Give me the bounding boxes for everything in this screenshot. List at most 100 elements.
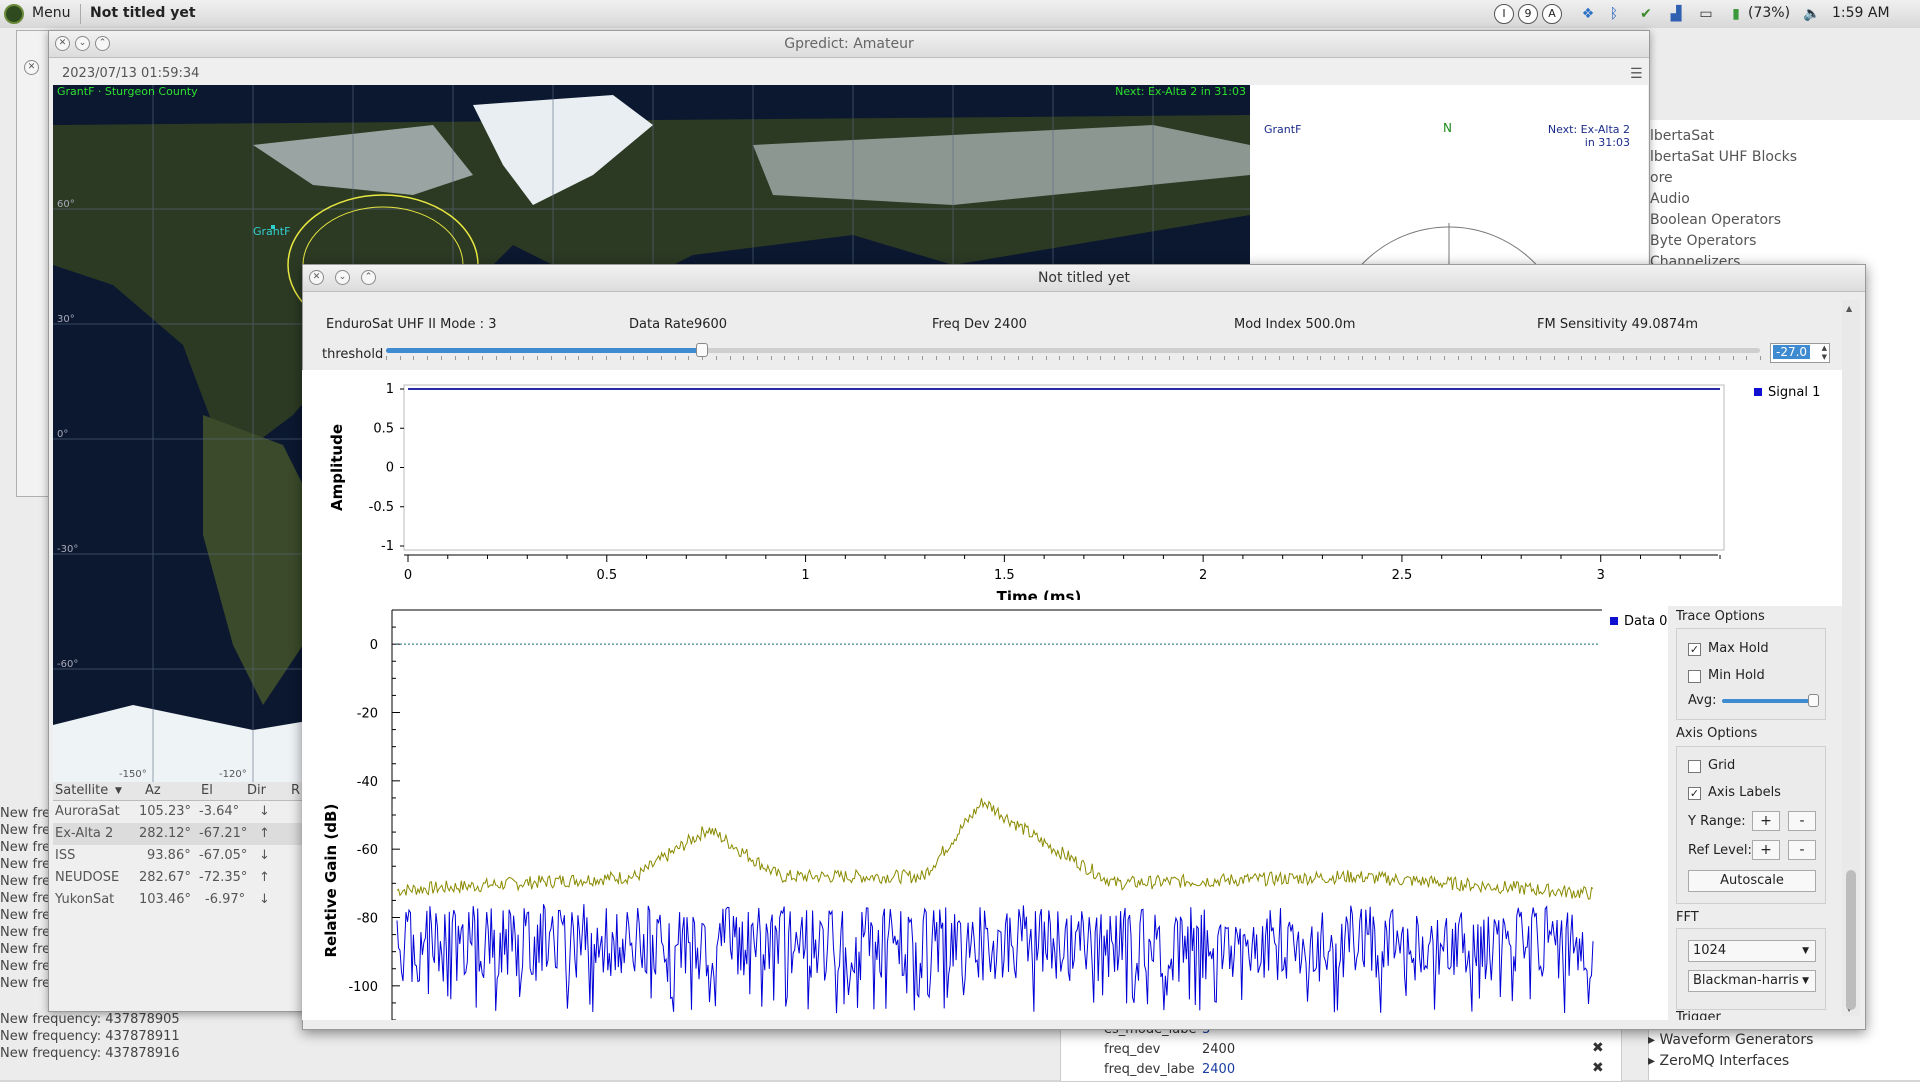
frequency-plot[interactable]: 0 -20 -40 -60 -80 -100 Relative Gain (dB) Data … [302, 600, 1668, 1020]
bluetooth-icon[interactable]: ᛒ [1609, 6, 1619, 22]
satellite-row[interactable]: NEUDOSE 282.67° -72.35° ↑ [55, 870, 270, 885]
variable-value[interactable]: 2400 [1202, 1062, 1236, 1077]
maximize-icon[interactable]: ⌃ [95, 36, 110, 51]
threshold-value[interactable]: -27.0 [1773, 345, 1811, 359]
avg-slider[interactable] [1722, 699, 1816, 703]
max-hold-checkbox[interactable]: ✓ [1688, 643, 1701, 656]
update-manager-icon[interactable]: ✔ [1640, 6, 1652, 22]
scroll-up-icon[interactable]: ▲ [1846, 304, 1853, 313]
module-close-icon[interactable]: ✕ [24, 60, 39, 75]
menu-button[interactable]: Menu [32, 5, 71, 21]
y-range-minus-button[interactable]: - [1788, 811, 1816, 831]
slider-tick [564, 356, 566, 360]
threshold-spinbox[interactable]: -27.0 ▲ ▼ [1770, 343, 1830, 363]
block-tree-item[interactable]: Boolean Operators [1650, 212, 1782, 228]
variable-name[interactable]: freq_dev_labe [1104, 1062, 1195, 1077]
vertical-scrollbar[interactable] [1842, 300, 1860, 1016]
ref-level-minus-button[interactable]: - [1788, 840, 1816, 860]
tray-a-icon[interactable]: A [1542, 4, 1562, 24]
block-tree-item[interactable]: Audio [1650, 191, 1690, 207]
y-axis-label: Amplitude [328, 424, 346, 511]
slider-tick [798, 356, 800, 360]
time-domain-plot[interactable]: 1 0.5 0 -0.5 -1 0 0.5 1 1.5 2 2.5 3 Time (ms) Amplitu… [302, 370, 1842, 600]
block-tree-item-waveform[interactable]: ▸ Waveform Generators [1648, 1032, 1814, 1048]
y-range-plus-button[interactable]: + [1752, 811, 1780, 831]
gpredict-titlebar[interactable]: ✕ ⌄ ⌃ Gpredict: Amateur [49, 31, 1649, 58]
fft-window-select[interactable]: Blackman-harris ▼ [1688, 970, 1816, 992]
min-hold-label[interactable]: Min Hold [1708, 668, 1765, 683]
volume-icon[interactable]: 🔈 [1803, 6, 1821, 22]
slider-tick [619, 356, 621, 360]
slider-tick [1127, 356, 1129, 360]
slider-tick [1443, 356, 1445, 360]
satellite-row[interactable]: Ex-Alta 2 282.12° -67.21° ↑ [53, 823, 303, 845]
slider-tick [935, 356, 937, 360]
slider-tick [1169, 356, 1171, 360]
threshold-slider[interactable] [386, 348, 1760, 353]
grid-checkbox[interactable] [1688, 760, 1701, 773]
ref-level-plus-button[interactable]: + [1752, 840, 1780, 860]
slider-tick [949, 356, 951, 360]
maximize-icon[interactable]: ⌃ [361, 270, 376, 285]
block-tree-item[interactable]: ore [1650, 170, 1673, 186]
column-header-satellite[interactable]: Satellite [55, 783, 109, 798]
minimize-icon[interactable]: ⌄ [75, 36, 90, 51]
axis-labels-label[interactable]: Axis Labels [1708, 785, 1781, 800]
block-tree-item[interactable]: Byte Operators [1650, 233, 1757, 249]
hamburger-menu-icon[interactable]: ☰ [1630, 66, 1643, 82]
console-line: New fre [0, 891, 51, 906]
block-tree-item[interactable]: lbertaSat UHF Blocks [1650, 149, 1798, 165]
slider-tick [578, 356, 580, 360]
avg-slider-handle[interactable] [1808, 694, 1819, 707]
close-icon[interactable]: ✕ [55, 36, 70, 51]
minimize-icon[interactable]: ⌄ [335, 270, 350, 285]
block-tree-item[interactable]: lbertaSat [1650, 128, 1715, 144]
y-tick-label: 0.5 [373, 421, 394, 436]
network-signal-icon[interactable]: ▟ [1670, 6, 1682, 22]
tray-info-icon[interactable]: I [1494, 4, 1514, 24]
variable-name[interactable]: freq_dev [1104, 1042, 1161, 1057]
taskbar-window-title[interactable]: Not titled yet [90, 5, 196, 21]
control-panel: Trace Options ✓ Max Hold Min Hold Avg: A… [1668, 606, 1842, 1020]
autoscale-button[interactable]: Autoscale [1688, 870, 1816, 892]
slider-tick [482, 356, 484, 360]
clock[interactable]: 1:59 AM [1832, 5, 1890, 21]
spin-up-icon[interactable]: ▲ [1821, 344, 1827, 352]
remove-variable-icon[interactable]: ✖ [1592, 1060, 1604, 1076]
scrollbar-thumb[interactable] [1846, 870, 1856, 1010]
spin-down-icon[interactable]: ▼ [1821, 353, 1827, 361]
grid-label[interactable]: Grid [1708, 758, 1736, 773]
param-freq-dev: Freq Dev 2400 [932, 317, 1027, 332]
removable-drive-icon[interactable]: ▭ [1699, 6, 1713, 22]
expander-icon[interactable]: ▸ [1648, 1053, 1660, 1069]
satellite-row[interactable]: AuroraSat 105.23° -3.64° ↓ [55, 804, 270, 819]
polar-plot[interactable]: GrantF N Next: Ex-Alta 2 in 31:03 [1250, 85, 1648, 265]
expander-icon[interactable]: ▸ [1648, 1032, 1660, 1048]
sort-down-icon[interactable]: ▼ [115, 786, 122, 796]
block-tree-item-zeromq[interactable]: ▸ ZeroMQ Interfaces [1648, 1053, 1790, 1069]
dropbox-icon[interactable]: ❖ [1581, 6, 1595, 22]
column-header-dir[interactable]: Dir [247, 783, 266, 798]
satellite-row[interactable]: ISS 93.86° -67.05° ↓ [55, 848, 270, 863]
satellite-row[interactable]: YukonSat 103.46° -6.97° ↓ [55, 892, 270, 907]
threshold-slider-handle[interactable] [696, 343, 709, 357]
max-hold-label[interactable]: Max Hold [1708, 641, 1769, 656]
min-hold-checkbox[interactable] [1688, 670, 1701, 683]
column-header-el[interactable]: El [201, 783, 213, 798]
mint-logo-icon[interactable] [4, 4, 24, 24]
y-tick-label: 0 [386, 461, 394, 476]
fft-size-select[interactable]: 1024 ▼ [1688, 940, 1816, 962]
variable-value[interactable]: 2400 [1202, 1042, 1236, 1057]
column-header-r[interactable]: R [291, 783, 301, 798]
close-icon[interactable]: ✕ [309, 270, 324, 285]
slider-tick [1347, 356, 1349, 360]
tray-nine-icon[interactable]: 9 [1518, 4, 1538, 24]
slider-tick [839, 356, 841, 360]
flowgraph-titlebar[interactable]: ✕ ⌄ ⌃ Not titled yet [303, 265, 1865, 292]
column-header-az[interactable]: Az [145, 783, 161, 798]
axis-labels-checkbox[interactable]: ✓ [1688, 787, 1701, 800]
map-station-label: GrantF · Sturgeon County [57, 85, 198, 98]
battery-icon[interactable]: ▮ [1732, 6, 1740, 22]
slider-tick [1196, 356, 1198, 360]
remove-variable-icon[interactable]: ✖ [1592, 1040, 1604, 1056]
